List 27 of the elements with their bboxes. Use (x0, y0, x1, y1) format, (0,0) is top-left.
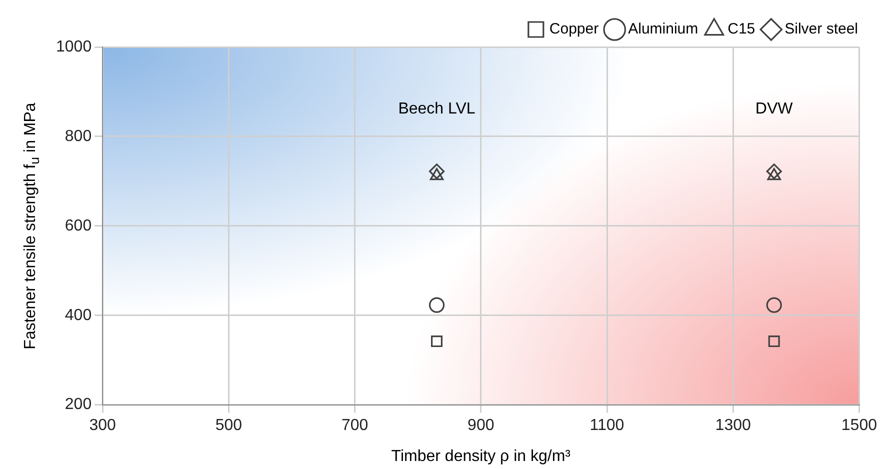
x-axis-title: Timber density ρ in kg/m³ (390, 448, 572, 466)
legend-label: Aluminium (628, 20, 698, 38)
y-tick-label: 400 (64, 306, 92, 324)
x-tick-label: 500 (215, 416, 242, 434)
legend-label: Silver steel (784, 20, 858, 38)
point (430, 168, 444, 180)
x-tick-label: 1100 (590, 416, 624, 434)
x-tick-label: 1500 (841, 416, 878, 434)
point (431, 336, 443, 348)
y-tick-label: 800 (64, 128, 92, 145)
point (428, 164, 445, 180)
legend-label: Copper (549, 20, 599, 38)
x-tick-label: 700 (341, 416, 368, 434)
point (768, 336, 780, 348)
annotation: Beech LVL (398, 100, 476, 118)
legend-label: C15 (728, 20, 756, 38)
point (766, 297, 782, 313)
point (766, 164, 782, 180)
y-tick-label: 200 (64, 396, 92, 414)
x-tick-label: 300 (89, 416, 116, 434)
point (767, 168, 781, 180)
x-tick-label: 900 (468, 416, 494, 434)
y-tick-label: 1000 (56, 38, 92, 56)
annotation: DVW (755, 100, 794, 118)
x-tick-label: 1300 (715, 416, 751, 434)
y-tick-label: 600 (64, 217, 92, 234)
point (428, 297, 445, 313)
